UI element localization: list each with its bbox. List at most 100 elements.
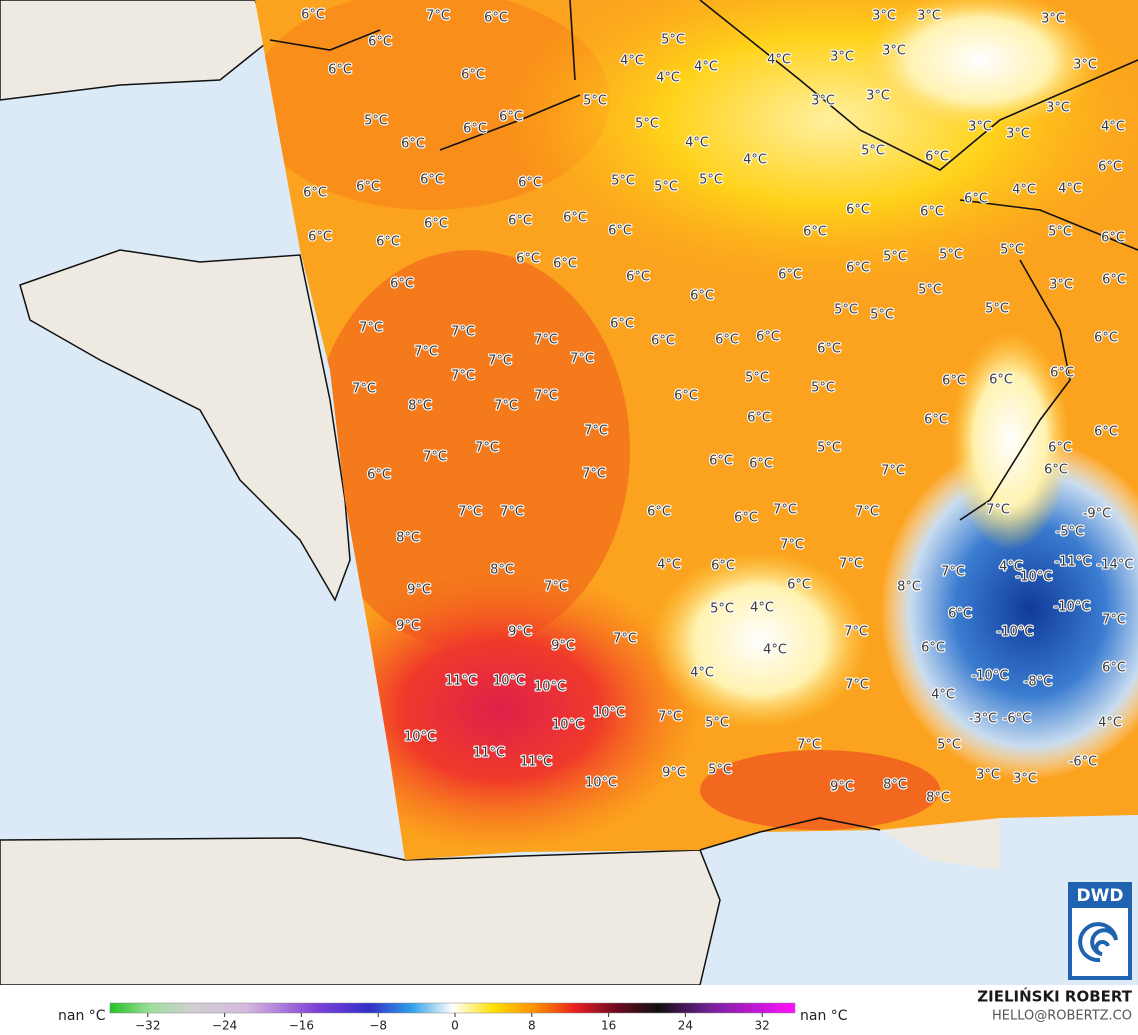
temperature-label: 3°C <box>968 120 992 135</box>
temperature-label: 9°C <box>551 639 575 654</box>
temperature-label: 6°C <box>690 289 714 304</box>
temperature-label: 7°C <box>855 505 879 520</box>
temperature-label: 10°C <box>593 706 625 721</box>
temperature-label: 5°C <box>834 303 858 318</box>
temperature-label: 9°C <box>396 619 420 634</box>
temperature-label: 7°C <box>475 441 499 456</box>
temperature-label: 7°C <box>582 467 606 482</box>
temperature-label: 7°C <box>570 352 594 367</box>
land-west-france <box>19 249 351 602</box>
temperature-label: -10°C <box>1016 570 1053 585</box>
colorbar-tick-label: 8 <box>528 1019 536 1033</box>
temperature-label: 6°C <box>989 373 1013 388</box>
temperature-label: 5°C <box>937 738 961 753</box>
temperature-label: 7°C <box>881 464 905 479</box>
temperature-label: 6°C <box>484 11 508 26</box>
temperature-label: 4°C <box>750 601 774 616</box>
temperature-label: 10°C <box>552 718 584 733</box>
temperature-label: -10°C <box>972 669 1009 684</box>
temperature-label: 7°C <box>941 565 965 580</box>
temperature-label: 6°C <box>508 214 532 229</box>
temperature-label: 8°C <box>926 791 950 806</box>
temperature-label: 7°C <box>423 450 447 465</box>
temperature-label: 5°C <box>985 302 1009 317</box>
colorbar-tick-label: 16 <box>601 1019 616 1033</box>
temperature-label: -6°C <box>1069 755 1098 770</box>
temperature-label: 7°C <box>780 538 804 553</box>
temperature-label: 4°C <box>1101 120 1125 135</box>
temperature-label: -11°C <box>1055 555 1092 570</box>
temperature-label: 5°C <box>870 308 894 323</box>
temperature-label: 6°C <box>715 333 739 348</box>
temperature-label: 7°C <box>359 321 383 336</box>
temperature-label: 11°C <box>445 674 477 689</box>
temperature-label: 6°C <box>674 389 698 404</box>
temperature-label: 7°C <box>658 710 682 725</box>
temperature-label: 7°C <box>451 369 475 384</box>
land-uk <box>0 0 271 101</box>
temperature-label: 4°C <box>1012 183 1036 198</box>
credit-contact: HELLO@ROBERTZ.CO <box>992 1009 1132 1024</box>
temperature-label: 6°C <box>1101 231 1125 246</box>
temperature-label: 4°C <box>999 560 1023 575</box>
temperature-label: 7°C <box>534 389 558 404</box>
temperature-label: 6°C <box>1094 331 1118 346</box>
temperature-label: -9°C <box>1083 507 1112 522</box>
temperature-label: 6°C <box>516 252 540 267</box>
temperature-label: 6°C <box>376 235 400 250</box>
temperature-label: 6°C <box>803 225 827 240</box>
temperature-labels: 6°C 7°C 6°C 6°C 6°C 6°C 5°C 6°C 6°C 6°C 6°C 6°C 6°C 6… <box>300 6 1135 806</box>
temperature-label: 6°C <box>651 334 675 349</box>
temperature-label: 6°C <box>1102 273 1126 288</box>
temperature-label: -5°C <box>1056 525 1085 540</box>
colorbar-tick-label: 24 <box>678 1019 693 1033</box>
temperature-label: 4°C <box>763 643 787 658</box>
temperature-label: 5°C <box>1048 225 1072 240</box>
temperature-label: 5°C <box>745 371 769 386</box>
temperature-label: 3°C <box>976 768 1000 783</box>
temperature-label: 3°C <box>866 89 890 104</box>
temperature-label: 6°C <box>1050 366 1074 381</box>
temperature-label: -8°C <box>1024 675 1053 690</box>
temperature-label: 6°C <box>749 457 773 472</box>
temperature-label: 6°C <box>920 205 944 220</box>
colorbar-tick-label: −8 <box>369 1019 387 1033</box>
temperature-label: -6°C <box>1003 712 1032 727</box>
temperature-label: 7°C <box>845 678 869 693</box>
temperature-label: 4°C <box>656 71 680 86</box>
temperature-label: 10°C <box>585 776 617 791</box>
temperature-label: 6°C <box>553 257 577 272</box>
temperature-label: 6°C <box>303 186 327 201</box>
borders <box>269 0 1138 851</box>
field-southwest <box>300 570 700 850</box>
logo-swirl <box>1078 922 1118 963</box>
temperature-label: 7°C <box>797 738 821 753</box>
temperature-label: 6°C <box>390 277 414 292</box>
temperature-label: 7°C <box>458 505 482 520</box>
temperature-label: 6°C <box>401 137 425 152</box>
temperature-label: 5°C <box>583 94 607 109</box>
temperature-label: 6°C <box>626 270 650 285</box>
temperature-label: 3°C <box>1073 58 1097 73</box>
temperature-label: 6°C <box>424 217 448 232</box>
temperature-label: 4°C <box>685 136 709 151</box>
temperature-label: 6°C <box>463 122 487 137</box>
temperature-label: 5°C <box>811 381 835 396</box>
temperature-label: 3°C <box>1013 772 1037 787</box>
logo-text: DWD <box>1077 886 1124 906</box>
temperature-label: 6°C <box>925 150 949 165</box>
temperature-label: 8°C <box>490 563 514 578</box>
temperature-label: 6°C <box>328 63 352 78</box>
temperature-label: 9°C <box>508 625 532 640</box>
temperature-label: -10°C <box>1054 600 1091 615</box>
temperature-label: 5°C <box>883 250 907 265</box>
temperature-label: 3°C <box>882 44 906 59</box>
temperature-label: 6°C <box>778 268 802 283</box>
temperature-label: 5°C <box>611 174 635 189</box>
temperature-label: 5°C <box>710 602 734 617</box>
temperature-label: 6°C <box>942 374 966 389</box>
field-massif-central <box>650 550 870 730</box>
temperature-label: 6°C <box>964 192 988 207</box>
temperature-label: 6°C <box>647 505 671 520</box>
